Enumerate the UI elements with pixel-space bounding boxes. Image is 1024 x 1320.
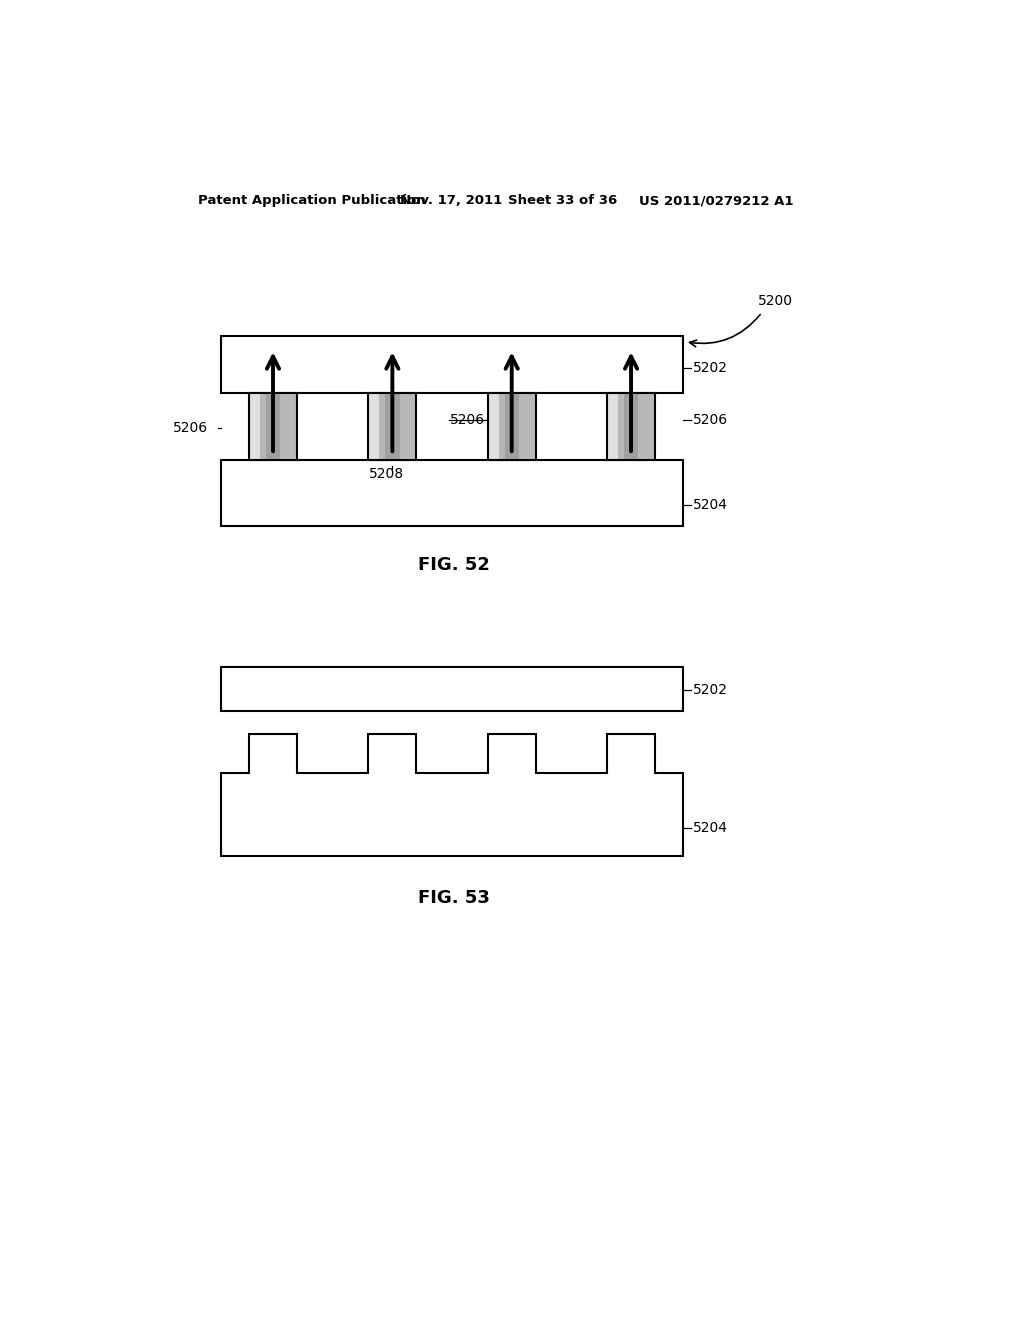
Text: 5208: 5208 [370,467,404,480]
Text: 5206: 5206 [451,413,485,428]
Text: 5204: 5204 [692,498,728,512]
Text: Sheet 33 of 36: Sheet 33 of 36 [508,194,617,207]
Text: US 2011/0279212 A1: US 2011/0279212 A1 [639,194,794,207]
Text: FIG. 53: FIG. 53 [418,888,489,907]
Polygon shape [607,393,617,461]
Polygon shape [249,393,297,461]
Polygon shape [505,393,519,461]
Polygon shape [487,393,536,461]
Polygon shape [385,393,399,461]
Text: Nov. 17, 2011: Nov. 17, 2011 [400,194,503,207]
Polygon shape [369,393,379,461]
Polygon shape [607,393,655,461]
Polygon shape [624,393,638,461]
Text: Patent Application Publication: Patent Application Publication [199,194,426,207]
Text: 5204: 5204 [692,821,728,836]
Text: 5202: 5202 [692,360,728,375]
Polygon shape [221,461,683,527]
Text: 5206: 5206 [173,421,208,434]
Polygon shape [266,393,281,461]
Polygon shape [249,393,260,461]
Polygon shape [221,667,683,711]
Polygon shape [221,734,683,857]
Polygon shape [369,393,416,461]
Text: 5206: 5206 [692,413,728,428]
Text: 5202: 5202 [692,682,728,697]
Text: 5200: 5200 [758,294,794,308]
Polygon shape [221,335,683,393]
Polygon shape [487,393,499,461]
Text: FIG. 52: FIG. 52 [418,556,489,574]
